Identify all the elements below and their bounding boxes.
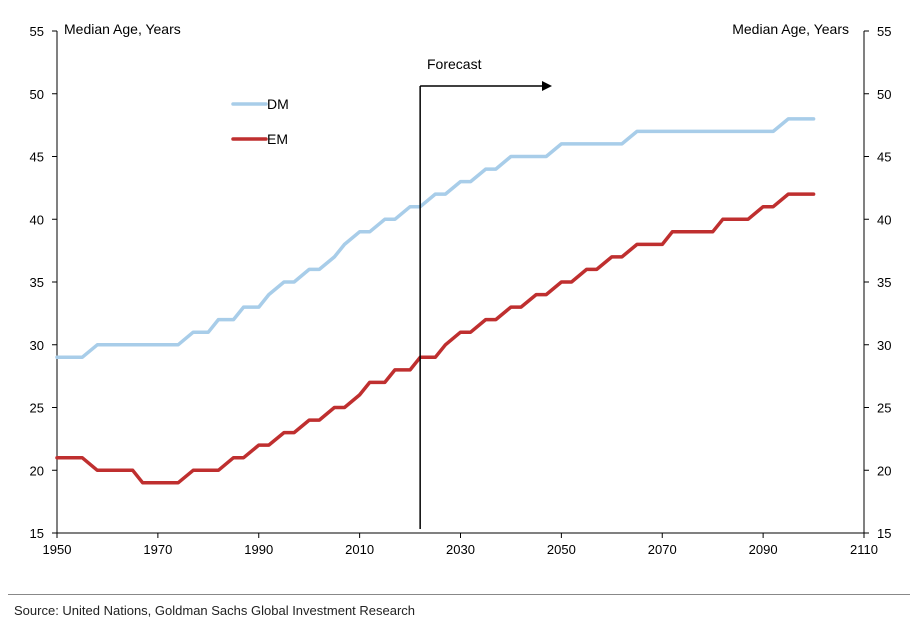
x-tick-label-2110: 2110 <box>850 542 878 557</box>
y-tick-label-right-15: 15 <box>877 526 891 541</box>
y-tick-label-right-20: 20 <box>877 463 891 478</box>
y-tick-label-right-35: 35 <box>877 275 891 290</box>
source-divider <box>8 594 910 595</box>
y-tick-label-left-30: 30 <box>30 338 44 353</box>
forecast-label: Forecast <box>427 56 482 72</box>
y-tick-label-left-40: 40 <box>30 212 44 227</box>
x-tick-label-1970: 1970 <box>143 542 172 557</box>
source-note: Source: United Nations, Goldman Sachs Gl… <box>14 603 416 618</box>
x-tick-label-2070: 2070 <box>648 542 677 557</box>
series-line-dm <box>55 117 816 360</box>
y-tick-label-right-25: 25 <box>877 401 891 416</box>
legend-label-em: EM <box>267 131 288 147</box>
legend: DM EM <box>231 96 289 147</box>
y-tick-label-left-15: 15 <box>30 526 44 541</box>
y-tick-label-left-20: 20 <box>30 463 44 478</box>
y-tick-label-right-30: 30 <box>877 338 891 353</box>
x-tick-label-1990: 1990 <box>244 542 273 557</box>
legend-label-dm: DM <box>267 96 289 112</box>
y-tick-label-right-40: 40 <box>877 212 891 227</box>
x-tick-label-2030: 2030 <box>446 542 475 557</box>
y-tick-label-left-25: 25 <box>30 401 44 416</box>
y-tick-label-left-45: 45 <box>30 150 44 165</box>
forecast-annotation: Forecast <box>419 56 552 529</box>
left-axis-title: Median Age, Years <box>64 21 181 37</box>
right-axis-title: Median Age, Years <box>732 21 849 37</box>
y-tick-label-right-45: 45 <box>877 150 891 165</box>
x-tick-label-2010: 2010 <box>345 542 374 557</box>
axes: 15 15 20 20 25 25 30 30 35 35 40 40 45 45 50 50 55 55 1950… <box>30 24 892 557</box>
median-age-chart: 15 15 20 20 25 25 30 30 35 35 40 40 45 45 50 50 55 55 1950… <box>30 21 892 557</box>
y-tick-label-left-50: 50 <box>30 87 44 102</box>
series-line-em <box>55 192 816 485</box>
forecast-arrow-head-icon <box>542 81 552 91</box>
y-tick-label-left-55: 55 <box>30 24 44 39</box>
y-tick-label-right-55: 55 <box>877 24 891 39</box>
y-tick-label-left-35: 35 <box>30 275 44 290</box>
x-tick-label-1950: 1950 <box>43 542 72 557</box>
series-layer <box>55 117 816 485</box>
x-tick-label-2050: 2050 <box>547 542 576 557</box>
x-tick-label-2090: 2090 <box>749 542 778 557</box>
y-tick-label-right-50: 50 <box>877 87 891 102</box>
